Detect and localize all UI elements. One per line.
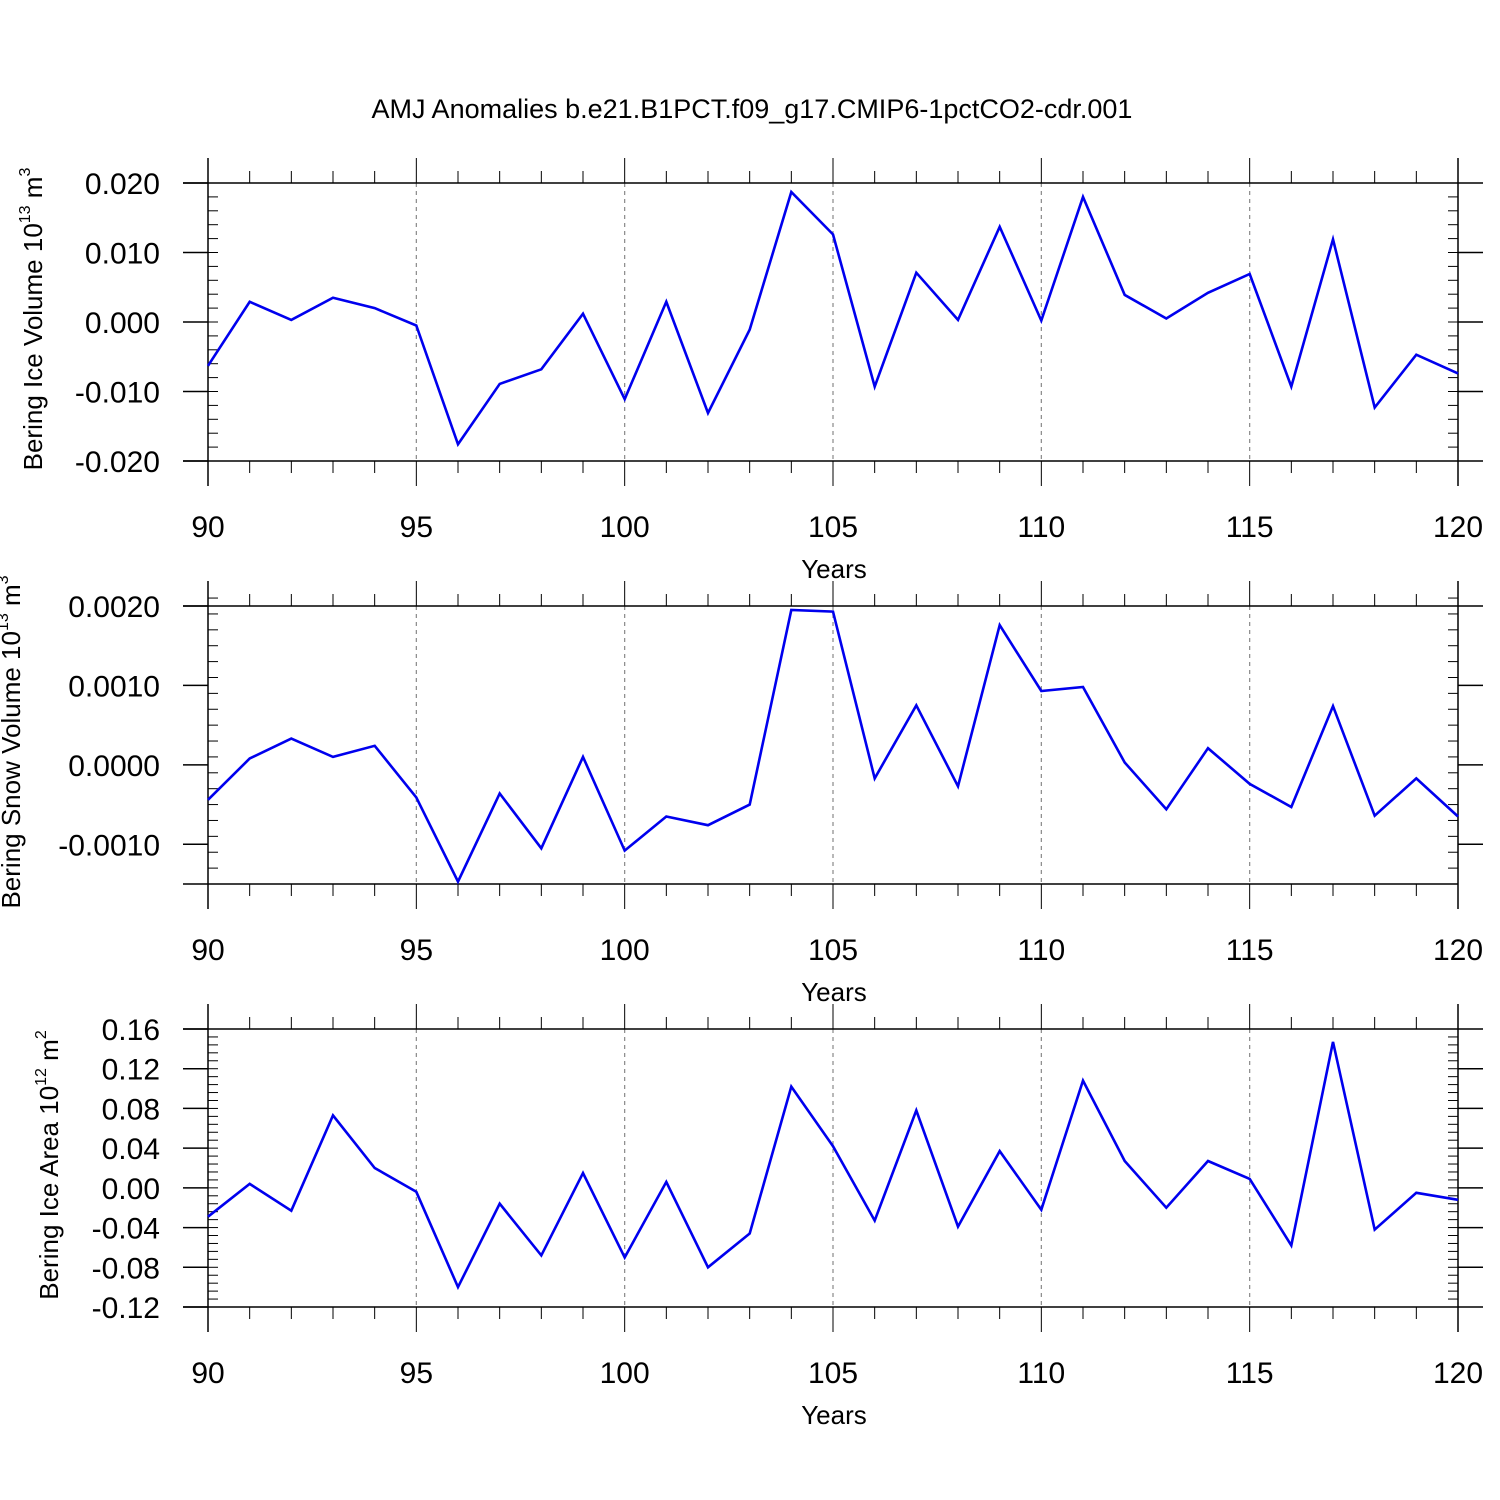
panel-3: 0.16 0.12 0.08 0.04 0.00 -0.04 -0.08 -0.12 90 95 1… xyxy=(33,1004,1483,1430)
panel-2: 0.0020 0.0010 0.0000 -0.0010 90 95 100 105 110 11… xyxy=(0,575,1483,1007)
x-tick-label: 95 xyxy=(400,934,433,967)
y-axis-title-text: m xyxy=(34,1039,64,1068)
y-axis-title-text: m xyxy=(18,177,48,206)
x-tick-label: 115 xyxy=(1226,511,1274,544)
x-tick-label: 120 xyxy=(1433,934,1483,967)
y-tick-label: -0.12 xyxy=(92,1292,160,1325)
x-tick-label: 100 xyxy=(600,511,650,544)
x-axis-title: Years xyxy=(801,977,867,1007)
x-tick-label: 95 xyxy=(400,1357,433,1390)
x-tick-label: 95 xyxy=(400,511,433,544)
x-tick-label: 105 xyxy=(808,934,858,967)
y-axis-title: Bering Snow Volume 1013 m3 xyxy=(0,575,26,908)
y-tick-label: -0.0010 xyxy=(58,829,160,862)
y-tick-label: 0.04 xyxy=(102,1133,160,1166)
x-tick-label: 100 xyxy=(600,934,650,967)
x-tick-label: 110 xyxy=(1017,511,1065,544)
y-axis-title-superscript: 13 xyxy=(0,613,12,631)
x-axis-title: Years xyxy=(801,554,867,584)
y-axis-title-text: Bering Ice Area 10 xyxy=(34,1086,64,1300)
panels: 0.020 0.010 0.000 -0.010 -0.020 90 95 100 105 110… xyxy=(0,158,1483,1430)
y-tick-label: 0.00 xyxy=(102,1173,160,1206)
x-tick-label: 120 xyxy=(1433,1357,1483,1390)
series-line xyxy=(207,1041,1459,1291)
y-tick-label: 0.020 xyxy=(85,168,160,201)
chart-title: AMJ Anomalies b.e21.B1PCT.f09_g17.CMIP6-… xyxy=(372,94,1133,124)
y-axis-title-superscript: 2 xyxy=(33,1030,50,1039)
y-tick-label: 0.0020 xyxy=(68,591,160,624)
x-tick-label: 90 xyxy=(191,511,224,544)
y-tick-label: 0.08 xyxy=(102,1093,160,1126)
series-line xyxy=(206,189,1459,448)
x-tick-label: 105 xyxy=(808,511,858,544)
y-axis-title-superscript: 12 xyxy=(33,1068,50,1086)
x-tick-label: 115 xyxy=(1226,1357,1274,1390)
y-tick-label: 0.0010 xyxy=(68,670,160,703)
y-tick-label: 0.12 xyxy=(102,1054,160,1087)
y-tick-label: -0.08 xyxy=(92,1252,160,1285)
y-axis-title: Bering Ice Volume 1013 m3 xyxy=(17,168,48,471)
panel-1: 0.020 0.010 0.000 -0.010 -0.020 90 95 100 105 110… xyxy=(17,158,1483,584)
y-tick-label: -0.020 xyxy=(75,446,160,479)
y-tick-label: 0.0000 xyxy=(68,750,160,783)
y-axis-title-superscript: 3 xyxy=(0,575,12,584)
y-tick-label: 0.010 xyxy=(85,238,160,271)
x-tick-label: 120 xyxy=(1433,511,1483,544)
y-axis-title: Bering Ice Area 1012 m2 xyxy=(33,1030,64,1300)
y-tick-label: 0.000 xyxy=(85,307,160,340)
x-tick-label: 100 xyxy=(600,1357,650,1390)
y-tick-label: -0.010 xyxy=(75,377,160,410)
y-axis-title-superscript: 3 xyxy=(17,168,34,177)
y-tick-label: -0.04 xyxy=(92,1213,160,1246)
y-axis-title-text: Bering Snow Volume 10 xyxy=(0,631,26,909)
y-tick-label: 0.16 xyxy=(102,1014,160,1047)
x-tick-label: 90 xyxy=(191,1357,224,1390)
x-tick-label: 90 xyxy=(191,934,224,967)
series-line xyxy=(207,608,1459,885)
y-axis-title-superscript: 13 xyxy=(17,205,34,223)
y-axis-title-text: Bering Ice Volume 10 xyxy=(18,223,48,470)
x-tick-label: 110 xyxy=(1017,1357,1065,1390)
x-tick-label: 105 xyxy=(808,1357,858,1390)
x-tick-label: 110 xyxy=(1017,934,1065,967)
x-axis-title: Years xyxy=(801,1400,867,1430)
x-tick-label: 115 xyxy=(1226,934,1274,967)
y-axis-title-text: m xyxy=(0,584,26,613)
